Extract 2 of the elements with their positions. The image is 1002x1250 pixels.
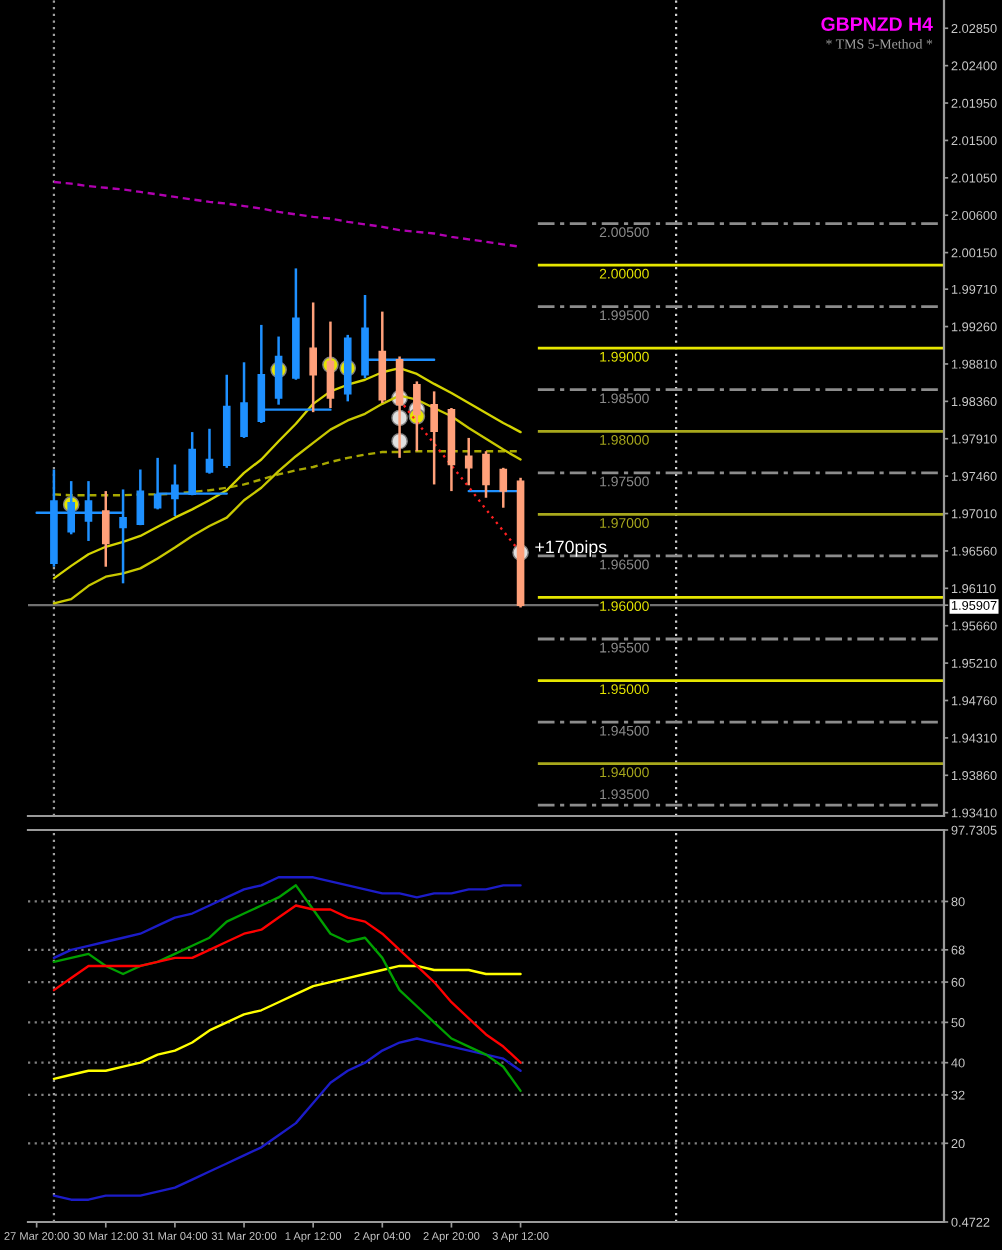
text: GBPNZD H4 [821, 17, 933, 31]
annotation: +170pips [535, 540, 607, 557]
